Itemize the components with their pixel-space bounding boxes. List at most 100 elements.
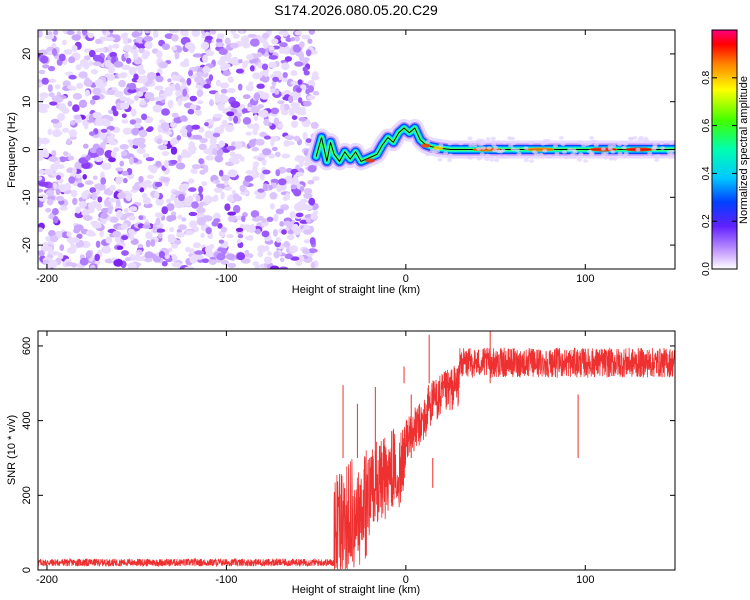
noise-blob — [195, 84, 202, 89]
noise-blob — [89, 131, 95, 137]
noise-blob — [227, 262, 237, 269]
noise-blob — [245, 131, 252, 136]
noise-blob — [184, 42, 195, 50]
noise-blob — [289, 245, 299, 253]
noise-blob — [286, 78, 294, 87]
noise-blob — [154, 85, 162, 91]
noise-blob — [203, 83, 211, 89]
noise-blob — [290, 80, 300, 86]
noise-blob — [293, 174, 299, 182]
signal-halo-speck — [593, 143, 599, 147]
noise-blob — [115, 176, 124, 183]
noise-blob — [181, 183, 190, 188]
signal-hotspot — [526, 147, 555, 152]
noise-blob — [280, 103, 285, 112]
colorbar-tick-label: 0.2 — [701, 214, 712, 228]
noise-blob — [90, 220, 100, 226]
noise-blob — [125, 193, 132, 202]
signal-halo-speck — [578, 152, 584, 156]
noise-blob — [272, 76, 279, 82]
noise-blob — [104, 150, 114, 159]
noise-blob — [244, 249, 250, 256]
noise-blob — [204, 130, 213, 139]
noise-blob — [70, 189, 78, 198]
noise-blob — [192, 134, 203, 140]
noise-blob — [183, 102, 193, 109]
signal-halo-speck — [608, 157, 614, 161]
noise-blob — [62, 127, 70, 133]
noise-blob — [64, 71, 73, 76]
noise-blob — [255, 228, 261, 235]
noise-blob — [82, 174, 87, 180]
noise-blob — [180, 30, 187, 36]
noise-blob — [227, 76, 234, 83]
noise-blob — [87, 32, 94, 39]
noise-blob — [266, 216, 274, 222]
noise-blob — [114, 90, 124, 98]
noise-blob — [190, 104, 197, 111]
noise-blob — [152, 225, 158, 234]
noise-blob — [271, 38, 279, 45]
noise-blob — [212, 132, 221, 138]
noise-blob — [312, 71, 319, 78]
noise-blob — [303, 70, 310, 76]
noise-blob — [219, 124, 225, 130]
noise-blob — [170, 214, 177, 221]
noise-blob — [67, 155, 75, 161]
noise-blob — [78, 201, 88, 208]
noise-blob — [170, 146, 178, 155]
noise-blob — [161, 206, 168, 215]
noise-blob — [66, 231, 72, 238]
noise-blob — [303, 239, 310, 244]
noise-blob — [305, 217, 312, 223]
noise-blob — [132, 52, 139, 60]
noise-blob — [232, 33, 240, 39]
noise-blob — [83, 215, 93, 221]
noise-blob — [295, 109, 305, 115]
noise-blob — [120, 150, 128, 157]
noise-blob — [310, 213, 318, 221]
noise-blob — [130, 108, 137, 117]
noise-blob — [171, 34, 179, 42]
noise-blob — [150, 239, 156, 247]
noise-blob — [270, 107, 280, 115]
noise-blob — [290, 120, 299, 128]
signal-halo-speck — [489, 158, 495, 162]
noise-blob — [309, 237, 316, 245]
noise-blob — [158, 61, 168, 69]
signal-halo-speck — [472, 143, 478, 148]
noise-blob — [163, 159, 169, 168]
noise-blob — [66, 85, 76, 90]
noise-blob — [175, 89, 183, 98]
noise-blob — [89, 147, 98, 154]
noise-blob — [79, 257, 89, 266]
noise-blob — [283, 241, 290, 248]
noise-blob — [217, 102, 225, 111]
noise-blob — [290, 184, 297, 190]
noise-blob — [46, 198, 54, 206]
noise-blob — [203, 148, 213, 155]
noise-blob — [121, 113, 127, 119]
spectrogram-x-ticks: -200 -100 0 100 — [36, 30, 594, 285]
signal-halo-speck — [617, 151, 623, 156]
signal-halo-speck — [647, 151, 653, 156]
noise-blob — [224, 37, 231, 45]
noise-blob — [226, 253, 236, 260]
noise-blob — [185, 230, 194, 236]
noise-blob — [138, 175, 144, 183]
snr-y-tick-label: 0 — [21, 567, 33, 573]
noise-blob — [293, 203, 303, 212]
noise-blob — [121, 235, 129, 241]
noise-blob — [108, 44, 113, 50]
noise-blob — [176, 203, 185, 208]
noise-blob — [216, 183, 225, 188]
noise-blob — [302, 132, 308, 140]
noise-blob — [274, 89, 280, 95]
noise-blob — [224, 203, 231, 211]
noise-blob — [128, 215, 136, 221]
noise-blob — [279, 257, 285, 263]
noise-blob — [109, 51, 117, 58]
signal-halo-speck — [490, 136, 496, 141]
noise-blob — [107, 73, 115, 81]
noise-blob — [202, 54, 209, 64]
